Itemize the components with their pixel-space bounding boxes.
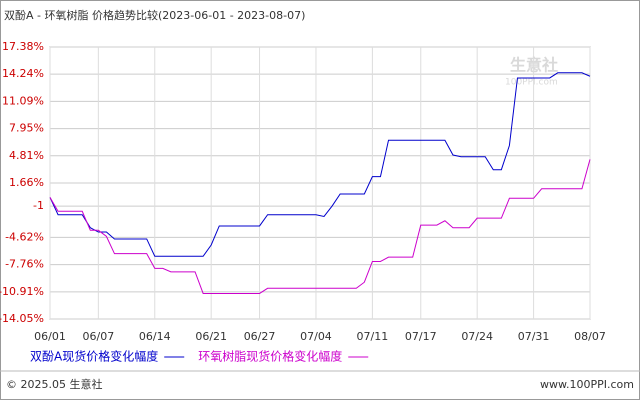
x-tick-label: 06/14 [139,330,171,343]
footer-right: www.100PPI.com [540,378,634,391]
chart-title: 双酚A - 环氧树脂 价格趋势比较(2023-06-01 - 2023-08-0… [4,8,305,22]
y-tick-label: 4.81% [9,149,44,162]
watermark-sub: 100PPI.com [505,78,558,88]
y-tick-label: -14.05% [0,312,44,325]
y-tick-label: 17.38% [2,40,44,53]
x-tick-label: 06/27 [244,330,276,343]
y-tick-label: 7.95% [9,122,44,135]
x-tick-label: 07/17 [405,330,437,343]
legend-label: 环氧树脂现货价格变化幅度 [198,349,342,364]
y-tick-label: -7.76% [5,258,44,271]
x-tick-label: 07/04 [300,330,332,343]
x-tick-label: 07/24 [461,330,493,343]
x-tick-label: 07/31 [518,330,550,343]
y-tick-label: -1 [33,199,44,212]
series-line [49,72,591,257]
y-tick-label: 1.66% [9,176,44,189]
y-tick-label: 14.24% [2,67,44,80]
x-tick-label: 06/07 [83,330,115,343]
x-tick-label: 06/21 [195,330,227,343]
y-tick-label: 11.09% [2,94,44,107]
x-tick-label: 06/01 [34,330,66,343]
y-tick-label: -4.62% [5,230,44,243]
series-line [49,159,591,294]
legend-label: 双酚A现货价格变化幅度 [30,349,158,364]
x-tick-label: 08/07 [574,330,606,343]
footer-left: © 2025.05 生意社 [6,377,102,391]
x-tick-label: 07/11 [357,330,389,343]
y-tick-label: -10.91% [0,285,44,298]
